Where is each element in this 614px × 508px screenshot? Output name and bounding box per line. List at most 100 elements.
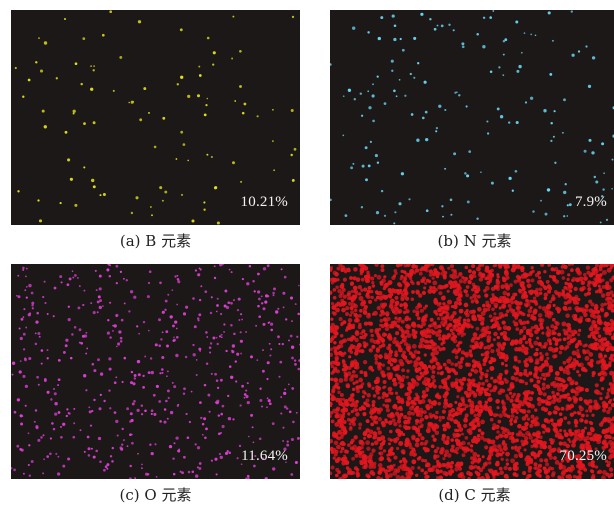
element-dot: [359, 266, 364, 272]
element-map-o: 11.64%: [11, 264, 300, 479]
element-dot: [166, 389, 170, 393]
element-dot: [250, 413, 254, 417]
element-dot: [600, 337, 605, 342]
element-dot: [429, 17, 432, 21]
element-dot: [563, 416, 568, 420]
element-dot: [522, 471, 527, 476]
element-dot: [388, 323, 394, 329]
element-dot: [198, 74, 202, 77]
element-dot: [332, 295, 337, 300]
element-dot: [379, 451, 384, 456]
element-dot: [330, 465, 335, 470]
element-dot: [591, 151, 595, 155]
element-dot: [484, 400, 489, 405]
element-dot: [352, 162, 355, 165]
element-dot: [432, 286, 436, 290]
element-dot: [536, 473, 540, 477]
element-dot: [423, 318, 427, 322]
element-dot: [464, 172, 467, 175]
element-dot: [537, 313, 543, 318]
element-dot: [417, 466, 421, 470]
element-dot: [332, 346, 336, 350]
element-dot: [172, 472, 176, 476]
element-dot: [454, 385, 460, 390]
element-dot: [347, 318, 353, 323]
element-dot: [498, 376, 503, 381]
element-dot: [506, 414, 511, 419]
element-dot: [243, 393, 247, 396]
element-dot: [580, 418, 584, 423]
element-dot: [355, 399, 359, 404]
element-dot: [457, 402, 463, 408]
element-dot: [532, 418, 537, 423]
element-dot: [450, 383, 456, 388]
element-dot: [133, 295, 137, 299]
element-dot: [142, 374, 145, 378]
element-dot: [488, 468, 494, 474]
element-dot: [455, 275, 459, 279]
element-dot: [366, 270, 370, 274]
element-dot: [353, 308, 358, 313]
element-dot: [72, 109, 76, 113]
element-dot: [351, 400, 356, 405]
element-dot: [558, 412, 563, 416]
element-dot: [495, 316, 500, 321]
element-dot: [410, 323, 415, 327]
element-dot: [502, 355, 506, 360]
element-dot: [173, 336, 175, 339]
element-dot: [485, 354, 490, 359]
element-dot: [336, 344, 342, 349]
element-dot: [191, 470, 195, 474]
element-dot: [455, 433, 460, 438]
element-dot: [514, 473, 519, 478]
element-dot: [42, 434, 45, 437]
element-dot: [257, 304, 260, 308]
element-dot: [190, 390, 193, 393]
element-dot: [398, 78, 401, 81]
element-dot: [470, 368, 475, 372]
element-dot: [403, 415, 408, 420]
element-dot: [372, 431, 378, 436]
element-dot: [461, 453, 466, 458]
element-dot: [353, 97, 357, 101]
element-dot: [43, 41, 48, 45]
element-dot: [241, 384, 245, 388]
element-dot: [462, 318, 467, 322]
element-dot: [22, 268, 25, 271]
element-dot: [245, 331, 247, 333]
element-dot: [454, 350, 459, 355]
element-dot: [524, 362, 529, 368]
element-dot: [468, 349, 473, 353]
element-dot: [420, 330, 424, 334]
element-dot: [532, 290, 537, 294]
element-dot: [604, 395, 609, 400]
element-dot: [510, 395, 515, 399]
element-dot: [578, 276, 584, 282]
element-dot: [182, 392, 186, 395]
element-dot: [557, 422, 562, 427]
element-dot: [13, 410, 17, 414]
element-dot: [203, 417, 207, 421]
element-dot: [50, 398, 53, 401]
element-dot: [432, 378, 437, 383]
element-dot: [402, 355, 408, 360]
element-dot: [418, 419, 422, 424]
element-dot: [431, 370, 436, 374]
element-dot: [374, 357, 378, 361]
element-dot: [279, 360, 283, 364]
element-dot: [210, 155, 213, 159]
element-dot: [483, 462, 488, 466]
element-dot: [215, 336, 218, 339]
element-dot: [206, 97, 209, 100]
element-dot: [183, 455, 186, 459]
element-dot: [294, 303, 297, 306]
element-dot: [547, 11, 551, 15]
element-dot: [545, 384, 551, 389]
element-dot: [449, 264, 455, 269]
element-dot: [473, 369, 479, 374]
element-dot: [35, 320, 39, 324]
element-dot: [371, 471, 376, 476]
element-dot: [94, 269, 97, 272]
element-dot: [358, 292, 362, 296]
element-dot: [423, 353, 427, 357]
